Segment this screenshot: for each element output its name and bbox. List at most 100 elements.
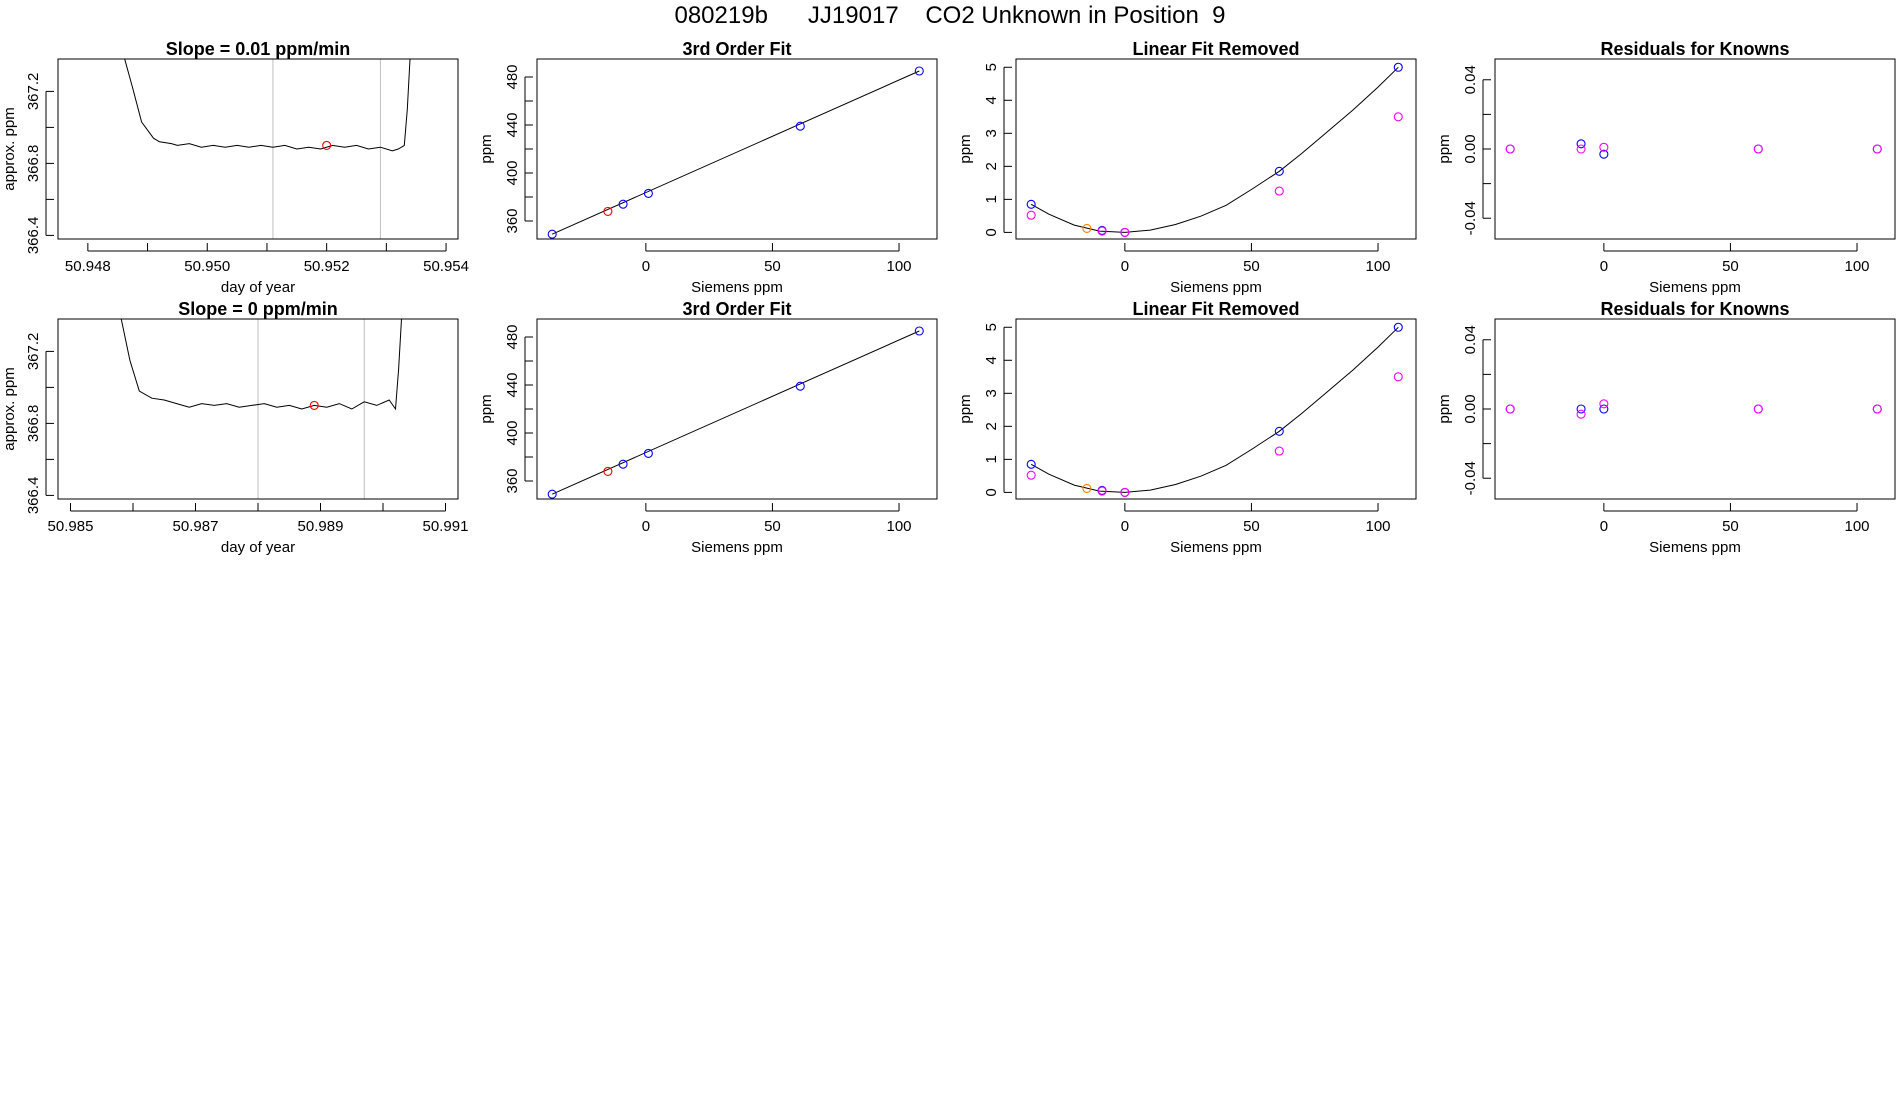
x-axis-label: Siemens ppm: [1170, 539, 1262, 556]
data-point: [547, 489, 557, 499]
x-axis-label: Siemens ppm: [1649, 539, 1741, 556]
chart-panel: Residuals for Knowns 0 50 100 Siemens ppm -0.…: [1436, 299, 1896, 556]
data-point: [1274, 446, 1284, 456]
chart-title: Slope = 0 ppm/min: [178, 299, 338, 319]
x-axis-label: Siemens ppm: [1649, 279, 1741, 296]
y-tick-label: 0.04: [1462, 325, 1479, 354]
x-tick-label: 0: [642, 518, 650, 535]
data-point: [322, 140, 332, 150]
data-point: [643, 188, 653, 198]
y-tick-label: 4: [983, 96, 1000, 104]
data-point: [1120, 227, 1130, 237]
y-tick-label: 367.2: [25, 73, 42, 111]
series-line: [1030, 66, 1399, 233]
y-axis-label: ppm: [1436, 394, 1453, 423]
x-tick-label: 0: [642, 258, 650, 275]
chart-title: Linear Fit Removed: [1132, 299, 1299, 319]
plot-area: [124, 59, 411, 239]
plot-frame: [1494, 58, 1896, 240]
y-tick-label: 480: [504, 64, 521, 89]
chart-title: Linear Fit Removed: [1132, 39, 1299, 59]
data-point: [1393, 62, 1403, 72]
data-point: [795, 381, 805, 391]
plot-frame: [57, 58, 459, 240]
x-tick-label: 50: [1243, 258, 1260, 275]
y-tick-label: 360: [504, 208, 521, 233]
y-tick-label: 400: [504, 420, 521, 445]
x-tick-label: 50: [764, 258, 781, 275]
series-line: [551, 330, 920, 495]
y-axis-label: approx. ppm: [1, 107, 18, 190]
x-tick-label: 50: [764, 518, 781, 535]
data-point: [1120, 487, 1130, 497]
data-point: [1393, 372, 1403, 382]
series-line: [120, 319, 402, 411]
x-tick-label: 50: [1722, 518, 1739, 535]
data-point: [1026, 210, 1036, 220]
data-point: [1753, 144, 1763, 154]
y-tick-label: 0: [983, 228, 1000, 236]
x-tick-label: 50.950: [184, 258, 230, 275]
y-tick-label: 366.8: [25, 145, 42, 183]
x-axis-label: Siemens ppm: [1170, 279, 1262, 296]
data-point: [309, 400, 319, 410]
y-tick-label: 366.4: [25, 217, 42, 255]
chart-title: Residuals for Knowns: [1600, 39, 1789, 59]
y-tick-label: 3: [983, 389, 1000, 397]
x-axis-label: day of year: [221, 279, 295, 296]
y-tick-label: 360: [504, 468, 521, 493]
data-point: [914, 66, 924, 76]
chart-title: 3rd Order Fit: [682, 299, 791, 319]
data-point: [1872, 144, 1882, 154]
x-tick-label: 50.952: [304, 258, 350, 275]
data-point: [1097, 486, 1107, 496]
data-point: [1576, 144, 1586, 154]
plot-area: [1026, 62, 1403, 237]
x-axis-label: day of year: [221, 539, 295, 556]
data-point: [618, 459, 628, 469]
y-tick-label: 1: [983, 195, 1000, 203]
x-tick-label: 100: [1845, 258, 1870, 275]
data-point: [1393, 322, 1403, 332]
x-tick-label: 50.985: [48, 518, 94, 535]
plot-frame: [536, 318, 938, 500]
x-tick-label: 0: [1121, 258, 1129, 275]
y-tick-label: 1: [983, 455, 1000, 463]
data-point: [795, 121, 805, 131]
plot-area: [1505, 139, 1882, 159]
plot-frame: [1015, 318, 1417, 500]
series-line: [1030, 326, 1399, 493]
data-point: [1872, 404, 1882, 414]
plot-frame: [1494, 318, 1896, 500]
x-tick-label: 0: [1600, 518, 1608, 535]
chart-title: 3rd Order Fit: [682, 39, 791, 59]
data-point: [603, 466, 613, 476]
chart-panel: Linear Fit Removed 0 50 100 Siemens ppm 0 1 2 3 4…: [957, 39, 1417, 296]
page-title: 080219b JJ19017 CO2 Unknown in Position …: [674, 2, 1226, 29]
data-point: [914, 326, 924, 336]
y-tick-label: 0.04: [1462, 65, 1479, 94]
data-point: [1097, 226, 1107, 236]
y-tick-label: 0: [983, 488, 1000, 496]
y-tick-label: 400: [504, 160, 521, 185]
plot-area: [1505, 399, 1882, 419]
data-point: [1753, 404, 1763, 414]
data-point: [1505, 144, 1515, 154]
data-point: [1082, 483, 1092, 493]
chart-panel: 3rd Order Fit 0 50 100 Siemens ppm 360 400 440 4…: [478, 299, 938, 556]
y-axis-label: approx. ppm: [1, 367, 18, 450]
data-point: [1576, 139, 1586, 149]
data-point: [1393, 112, 1403, 122]
data-point: [547, 229, 557, 239]
data-point: [618, 199, 628, 209]
data-point: [1599, 404, 1609, 414]
y-tick-label: 2: [983, 162, 1000, 170]
y-tick-label: 3: [983, 129, 1000, 137]
y-tick-label: 4: [983, 356, 1000, 364]
y-tick-label: -0.04: [1462, 201, 1479, 235]
data-point: [643, 448, 653, 458]
plot-area: [1026, 322, 1403, 497]
y-tick-label: 5: [983, 323, 1000, 331]
data-point: [1576, 404, 1586, 414]
x-axis-label: Siemens ppm: [691, 539, 783, 556]
